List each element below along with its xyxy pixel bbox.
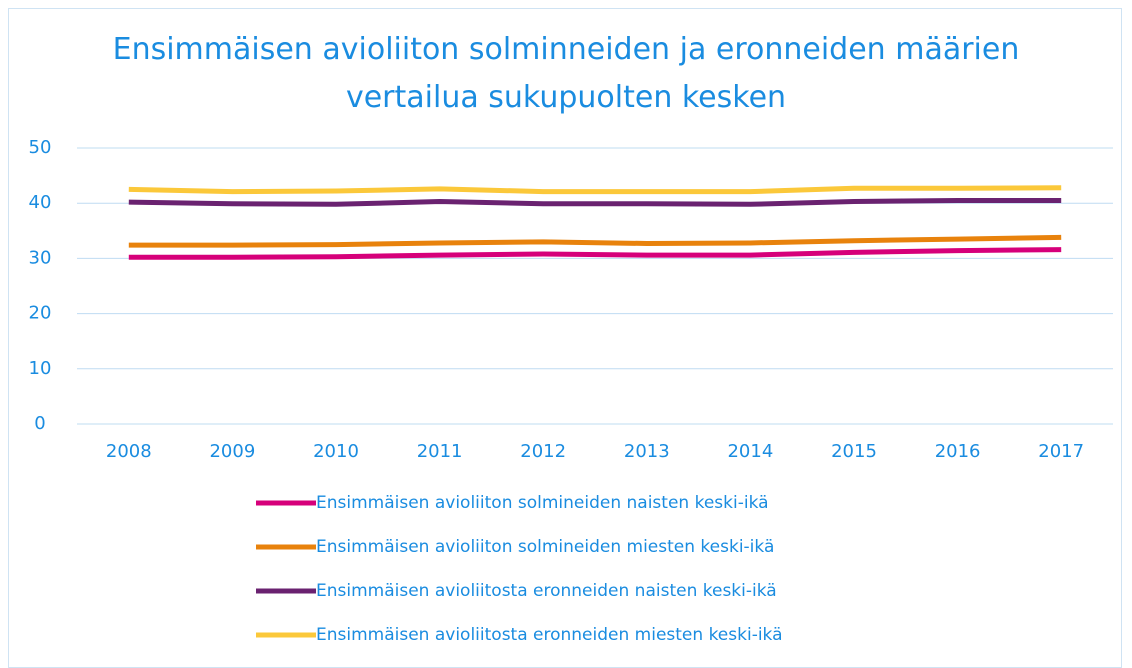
- y-tick-label: 20: [29, 303, 52, 324]
- y-tick-label: 50: [29, 137, 52, 158]
- series-line: [128, 247, 1062, 260]
- x-tick-label: 2017: [1038, 441, 1084, 462]
- y-tick-label: 10: [29, 358, 52, 379]
- x-tick-label: 2016: [935, 441, 981, 462]
- legend-label: Ensimmäisen avioliitosta eronneiden mies…: [316, 625, 783, 645]
- x-tick-label: 2011: [417, 441, 463, 462]
- series-line: [128, 234, 1062, 248]
- series-line: [128, 197, 1062, 207]
- x-tick-label: 2012: [520, 441, 566, 462]
- legend-label: Ensimmäisen avioliiton solmineiden naist…: [316, 493, 769, 513]
- x-tick-label: 2015: [831, 441, 877, 462]
- y-tick-label: 30: [29, 247, 52, 268]
- x-tick-label: 2013: [624, 441, 670, 462]
- chart-title: Ensimmäisen avioliiton solminneiden ja e…: [112, 32, 1020, 115]
- legend-label: Ensimmäisen avioliitosta eronneiden nais…: [316, 581, 777, 601]
- series-line: [128, 185, 1062, 195]
- x-tick-label: 2014: [727, 441, 773, 462]
- legend-label: Ensimmäisen avioliiton solmineiden miest…: [316, 537, 774, 557]
- y-tick-label: 0: [34, 413, 45, 434]
- x-tick-label: 2008: [106, 441, 152, 462]
- x-tick-label: 2009: [209, 441, 255, 462]
- y-tick-label: 40: [29, 192, 52, 213]
- x-tick-label: 2010: [313, 441, 359, 462]
